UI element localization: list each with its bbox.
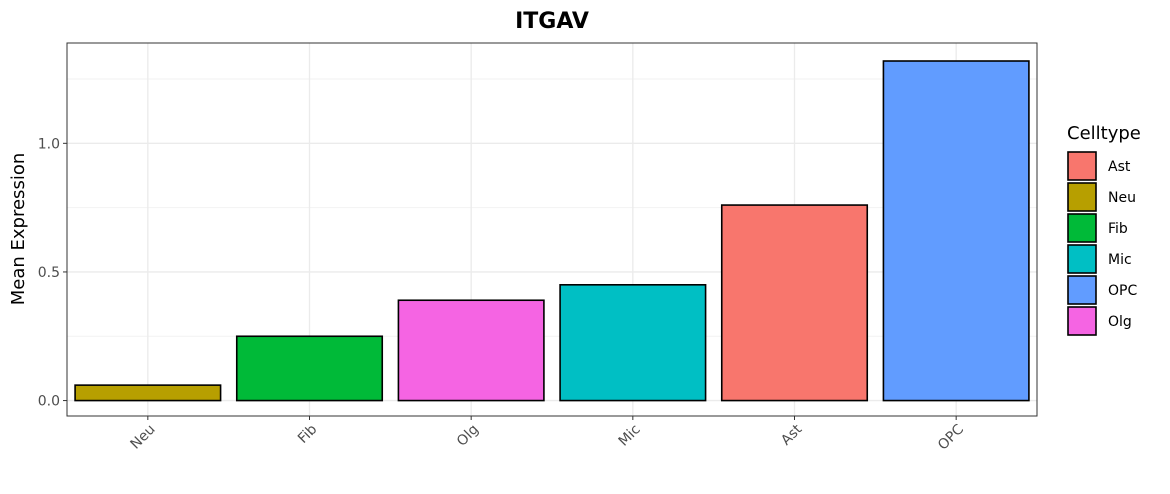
x-tick-label: OPC — [935, 421, 967, 453]
legend-title: Celltype — [1067, 123, 1141, 144]
x-tick-label: Mic — [616, 422, 644, 450]
bar-opc — [882, 60, 1030, 402]
legend-label-fib: Fib — [1108, 221, 1128, 237]
y-axis-title: Mean Expression — [8, 153, 29, 305]
x-tick-label: Fib — [295, 421, 320, 446]
legend-key-opc — [1067, 275, 1097, 305]
bars — [74, 60, 1030, 402]
bar-neu — [74, 384, 222, 402]
legend-label-ast: Ast — [1108, 159, 1131, 175]
bar-olg — [397, 299, 545, 402]
legend-key-neu — [1067, 182, 1097, 212]
x-axis: Neu Fib Olg Mic Ast OPC — [128, 416, 967, 454]
legend-label-opc: OPC — [1108, 283, 1137, 299]
legend-label-olg: Olg — [1108, 314, 1132, 330]
chart-title: ITGAV — [515, 9, 589, 34]
legend-key-ast — [1067, 151, 1097, 181]
x-tick-label: Ast — [778, 421, 805, 448]
legend-label-mic: Mic — [1108, 252, 1132, 268]
legend-label-neu: Neu — [1108, 190, 1136, 206]
legend: Celltype Ast Neu Fib Mic OPC Olg — [1067, 123, 1141, 336]
plot-panel-border — [66, 42, 1038, 417]
x-tick-label: Olg — [454, 422, 482, 450]
legend-key-mic — [1067, 244, 1097, 274]
legend-key-olg — [1067, 306, 1097, 336]
bar-mic — [559, 284, 707, 402]
bar-fib — [235, 335, 384, 402]
x-tick-label: Neu — [128, 422, 159, 453]
bar-ast — [720, 204, 869, 402]
y-tick-label: 0.5 — [38, 265, 60, 281]
y-tick-label: 0.0 — [38, 394, 60, 410]
y-tick-label: 1.0 — [38, 136, 60, 152]
legend-key-fib — [1067, 213, 1097, 243]
y-axis: 0.0 0.5 1.0 — [38, 136, 67, 410]
